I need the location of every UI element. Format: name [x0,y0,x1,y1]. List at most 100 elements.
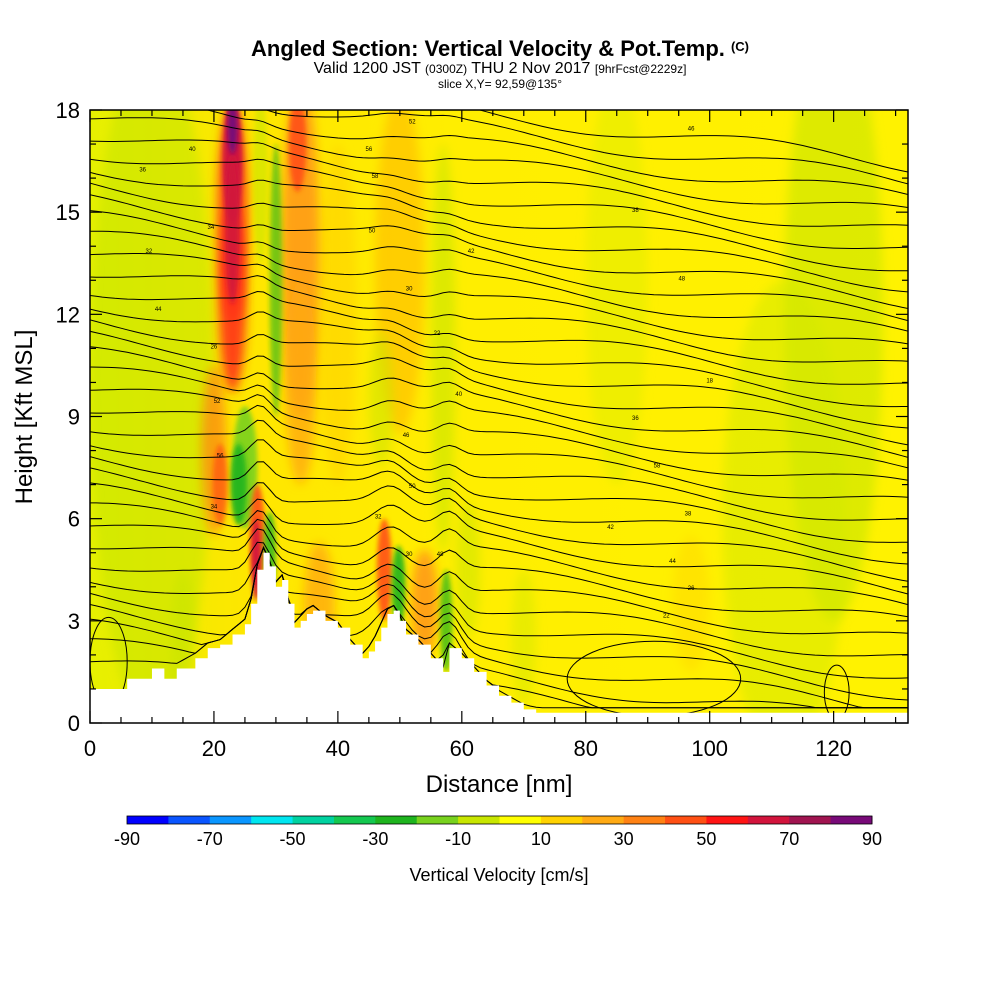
x-tick-label: 20 [202,736,226,761]
colorbar-swatch [209,816,252,824]
x-tick-label: 120 [815,736,852,761]
title-tag: (C) [730,39,749,54]
y-tick-label: 12 [56,302,80,327]
colorbar [126,815,873,825]
velocity-cell [455,501,481,638]
isentrope-line [90,210,908,322]
valid-utc: (0300Z) [425,62,468,76]
isentrope-line [90,319,908,429]
colorbar-tick-label: -30 [362,829,388,849]
isentrope-label: 32 [375,515,382,521]
isentrope-line [90,253,908,345]
isentrope-line [90,541,908,657]
colorbar-tick-label: -50 [280,829,306,849]
colorbar-swatch [830,816,873,824]
velocity-cell [285,280,317,485]
x-tick-label: 80 [574,736,598,761]
isentrope-label: 40 [189,147,196,153]
y-tick-labels: 0 3 6 9 12 15 18 [56,98,80,736]
colorbar-swatch [292,816,335,824]
colorbar-tick-label: 10 [531,829,551,849]
velocity-cell [722,280,847,723]
isentrope-line [90,518,908,618]
isentrope-label: 48 [437,552,444,558]
isentrope-line [90,388,908,481]
colorbar-swatch [665,816,707,824]
isentrope-line [90,482,908,595]
y-tick-label: 6 [68,507,80,532]
colorbar-tick-label: -70 [197,829,223,849]
isentrope-label: 44 [669,559,676,565]
isentrope-label: 30 [406,286,413,292]
isentrope-line [90,546,908,679]
colorbar-swatch [540,816,583,824]
x-tick-label: 100 [691,736,728,761]
colorbar-swatch [582,816,625,824]
isentrope-line [90,308,908,408]
isentrope-label: 58 [654,464,661,470]
isentrope-line [90,419,908,521]
forecast-tag: [9hrFcst@2229z] [594,62,687,76]
isentrope-line [90,194,908,309]
isentrope-line [90,182,908,293]
isentrope-label: 38 [632,208,639,214]
isentrope-label: 36 [139,167,146,173]
title-text: Angled Section: Vertical Velocity & Pot.… [251,36,725,61]
isentrope-line [90,546,908,709]
isentrope-label: 52 [214,399,221,405]
velocity-cell [252,110,268,264]
y-tick-label: 9 [68,405,80,430]
colorbar-swatch [499,816,542,824]
isentrope-line [90,230,908,332]
colorbar-swatch [706,816,749,824]
isentrope-line [90,139,908,227]
x-tick-labels: 0 20 40 60 80 100 120 [84,736,852,761]
vertical-velocity-field [90,110,884,723]
isentrope-line [90,171,908,272]
isentrope-line [90,346,908,458]
isentrope-label: 32 [146,249,153,255]
isentrope-label: 26 [688,586,695,592]
isentrope-label: 34 [211,504,218,510]
colorbar-tick-label: 90 [862,829,882,849]
isentrope-label: 46 [688,126,695,132]
isentrope-line [90,330,908,446]
y-axis-label: Height [Kft MSL] [11,330,38,505]
colorbar-swatch [416,816,459,824]
colorbar-tick-label: 30 [614,829,634,849]
isentrope-label: 42 [468,249,475,255]
colorbar-swatch [458,816,500,824]
isentrope-label: 22 [663,613,670,619]
colorbar-swatch [375,816,418,824]
isentrope-line [264,110,908,185]
isentrope-label: 38 [685,511,692,517]
colorbar-swatch [747,816,790,824]
chart-subtitle: Valid 1200 JST (0300Z) THU 2 Nov 2017 [9… [0,60,1000,78]
isentrope-line [90,366,908,469]
isentrope-line [90,467,908,582]
velocity-cell [440,569,453,672]
isentrope-label: 48 [678,276,685,282]
velocity-cell [288,110,307,192]
isentrope-line [205,110,908,195]
y-tick-label: 3 [68,609,80,634]
valid-time: Valid 1200 JST [313,60,421,77]
velocity-cell [230,443,247,526]
colorbar-swatch [251,816,294,824]
terrain-mask [90,552,908,723]
valid-date: THU 2 Nov 2017 [471,60,591,77]
colorbar-frame [126,815,873,825]
colorbar-tick-label: 70 [779,829,799,849]
colorbar-swatch [333,816,376,824]
velocity-cell [585,110,648,485]
isentrope-lines [90,110,908,721]
x-tick-label: 0 [84,736,96,761]
y-tick-label: 0 [68,711,80,736]
isentrope-line [90,117,908,208]
isentrope-line [90,456,908,565]
x-tick-label: 40 [326,736,350,761]
isentrope-label: 56 [217,453,224,459]
chart-title: Angled Section: Vertical Velocity & Pot.… [0,36,1000,62]
isentrope-line [90,502,908,606]
